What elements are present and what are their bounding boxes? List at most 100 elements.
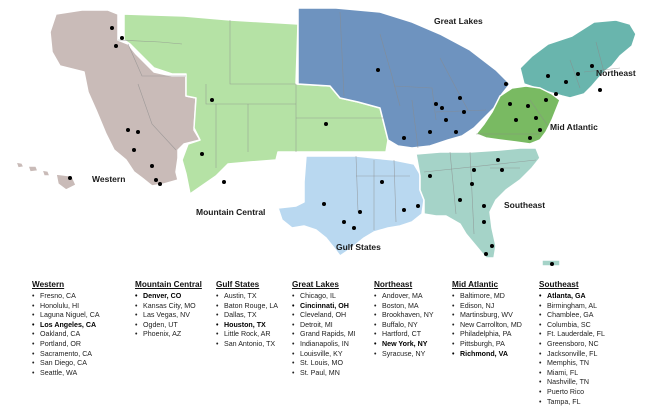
office-marker	[428, 174, 432, 178]
office-marker	[402, 136, 406, 140]
legend-mid-atlantic: Mid Atlantic Baltimore, MDEdison, NJMart…	[452, 280, 522, 359]
city-item: St. Paul, MN	[292, 369, 356, 379]
office-marker	[434, 102, 438, 106]
city-item: Syracuse, NY	[374, 350, 434, 360]
map-label-southeast: Southeast	[504, 200, 546, 210]
city-item: Little Rock, AR	[216, 330, 278, 340]
office-marker	[472, 168, 476, 172]
office-marker	[428, 130, 432, 134]
office-marker	[342, 220, 346, 224]
office-marker	[598, 88, 602, 92]
city-item: Baltimore, MD	[452, 292, 522, 302]
legend-southeast: Southeast Atlanta, GABirmingham, ALChamb…	[539, 280, 605, 407]
office-marker	[440, 106, 444, 110]
office-marker	[576, 72, 580, 76]
office-marker	[68, 176, 72, 180]
city-item: Los Angeles, CA	[32, 321, 100, 331]
city-item: Cincinnati, OH	[292, 302, 356, 312]
office-marker	[376, 68, 380, 72]
city-item: Memphis, TN	[539, 359, 605, 369]
city-item: Ogden, UT	[135, 321, 202, 331]
city-item: Martinsburg, WV	[452, 311, 522, 321]
city-item: Miami, FL	[539, 369, 605, 379]
legend-gulf-states: Gulf States Austin, TXBaton Rouge, LADal…	[216, 280, 278, 350]
office-marker	[358, 210, 362, 214]
office-marker	[380, 180, 384, 184]
office-marker	[590, 64, 594, 68]
city-item: New Carrollton, MD	[452, 321, 522, 331]
city-item: Buffalo, NY	[374, 321, 434, 331]
legend-western: Western Fresno, CAHonolulu, HILaguna Nig…	[32, 280, 100, 378]
region-shape-gulf-states	[277, 155, 425, 257]
city-item: San Diego, CA	[32, 359, 100, 369]
office-marker	[120, 36, 124, 40]
office-marker	[154, 178, 158, 182]
office-marker	[458, 198, 462, 202]
office-marker	[482, 204, 486, 208]
office-markers	[68, 26, 602, 266]
office-marker	[462, 110, 466, 114]
city-item: Oakland, CA	[32, 330, 100, 340]
office-marker	[200, 152, 204, 156]
legend-title: Gulf States	[216, 280, 260, 289]
office-marker	[470, 182, 474, 186]
office-marker	[454, 130, 458, 134]
office-marker	[458, 96, 462, 100]
city-item: Atlanta, GA	[539, 292, 605, 302]
city-item: Indianapolis, IN	[292, 340, 356, 350]
office-marker	[150, 164, 154, 168]
city-item: Phoenix, AZ	[135, 330, 202, 340]
office-marker	[500, 168, 504, 172]
city-item: Boston, MA	[374, 302, 434, 312]
city-item: Honolulu, HI	[32, 302, 100, 312]
city-item: Denver, CO	[135, 292, 202, 302]
city-item: San Antonio, TX	[216, 340, 278, 350]
office-marker	[534, 116, 538, 120]
city-item: Seattle, WA	[32, 369, 100, 379]
city-item: Houston, TX	[216, 321, 278, 331]
office-marker	[136, 130, 140, 134]
city-item: Dallas, TX	[216, 311, 278, 321]
office-marker	[114, 44, 118, 48]
city-item: Edison, NJ	[452, 302, 522, 312]
office-marker	[352, 226, 356, 230]
region-shape-southeast	[415, 147, 541, 259]
map-label-mid-atlantic: Mid Atlantic	[550, 122, 598, 132]
legend-title: Mountain Central	[135, 280, 202, 289]
state-lines	[117, 11, 621, 235]
map-canvas	[15, 7, 637, 267]
map-label-western: Western	[92, 174, 126, 184]
city-item: Portland, OR	[32, 340, 100, 350]
office-marker	[544, 98, 548, 102]
city-item: Laguna Niguel, CA	[32, 311, 100, 321]
city-list: Austin, TXBaton Rouge, LADallas, TXHoust…	[216, 292, 278, 350]
city-list: Atlanta, GABirmingham, ALChamblee, GACol…	[539, 292, 605, 407]
office-marker	[126, 128, 130, 132]
office-marker	[508, 102, 512, 106]
office-marker	[210, 98, 214, 102]
city-item: Austin, TX	[216, 292, 278, 302]
map-label-mountain-central: Mountain Central	[196, 207, 266, 217]
city-list: Baltimore, MDEdison, NJMartinsburg, WVNe…	[452, 292, 522, 359]
city-list: Fresno, CAHonolulu, HILaguna Niguel, CAL…	[32, 292, 100, 378]
city-item: Philadelphia, PA	[452, 330, 522, 340]
city-item: Andover, MA	[374, 292, 434, 302]
office-marker	[402, 208, 406, 212]
map-label-gulf-states: Gulf States	[336, 242, 381, 252]
region-shape-western	[49, 9, 201, 187]
map-label-great-lakes: Great Lakes	[434, 16, 483, 26]
city-item: Kansas City, MO	[135, 302, 202, 312]
office-marker	[514, 118, 518, 122]
city-item: Louisville, KY	[292, 350, 356, 360]
legend-title: Northeast	[374, 280, 413, 289]
office-marker	[538, 128, 542, 132]
city-list: Andover, MABoston, MABrookhaven, NYBuffa…	[374, 292, 434, 359]
city-item: Richmond, VA	[452, 350, 522, 360]
city-item: Brookhaven, NY	[374, 311, 434, 321]
region-shapes	[15, 7, 637, 267]
office-marker	[222, 180, 226, 184]
region-shape-hawaii	[15, 161, 77, 191]
city-item: St. Louis, MO	[292, 359, 356, 369]
city-item: Cleveland, OH	[292, 311, 356, 321]
city-item: Fresno, CA	[32, 292, 100, 302]
